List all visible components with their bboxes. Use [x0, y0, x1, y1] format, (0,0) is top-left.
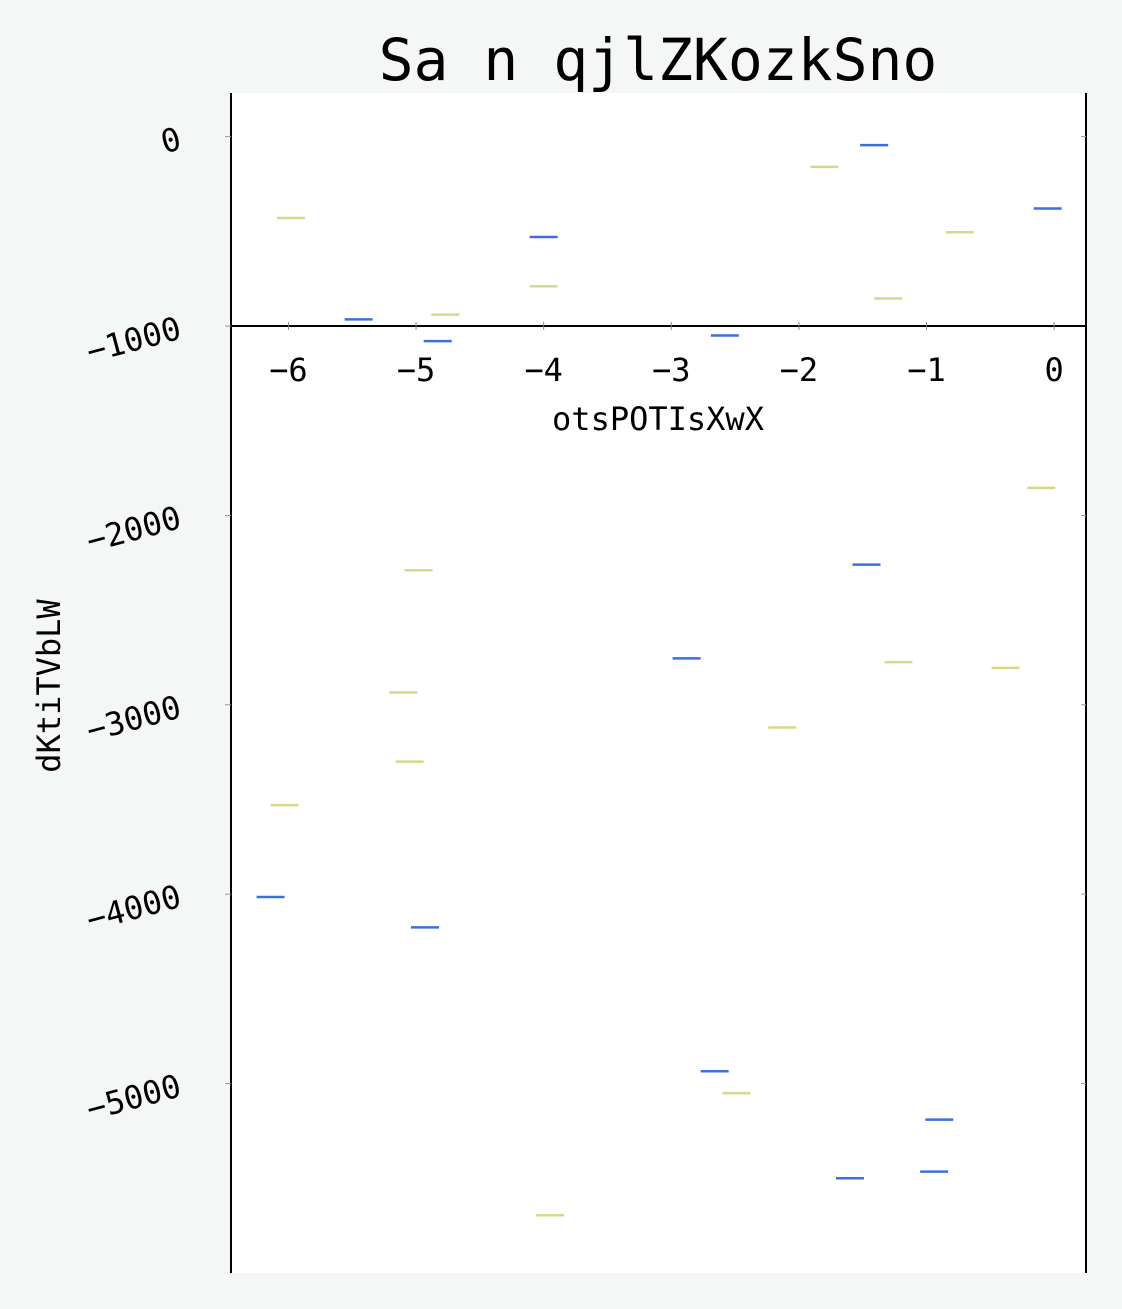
x-tick-label: −4 [524, 351, 563, 389]
data-points [256, 143, 1062, 1217]
chart-title: Sa n qjlZKozkSno [379, 26, 938, 94]
y-tick-label: −4000 [82, 877, 185, 939]
x-tick-label: −2 [780, 351, 819, 389]
y-axis-label: dKtiTVbLW [30, 599, 68, 773]
y-tick-label: −1000 [82, 309, 185, 371]
x-tick-label: −6 [269, 351, 308, 389]
x-tick-label: −5 [397, 351, 436, 389]
plot-area [231, 93, 1086, 1273]
x-axis: −6 −5 −4 −3 −2 −1 0 [231, 321, 1086, 389]
x-tick-label: −3 [652, 351, 691, 389]
x-tick-label: 0 [1044, 351, 1063, 389]
y-tick-label: −2000 [82, 498, 185, 560]
x-axis-label: otsPOTIsXwX [552, 400, 764, 438]
y-tick-label: −3000 [82, 688, 185, 750]
y-tick-label: 0 [157, 120, 185, 162]
y-tick-label: −5000 [82, 1067, 185, 1129]
x-tick-label: −1 [907, 351, 946, 389]
